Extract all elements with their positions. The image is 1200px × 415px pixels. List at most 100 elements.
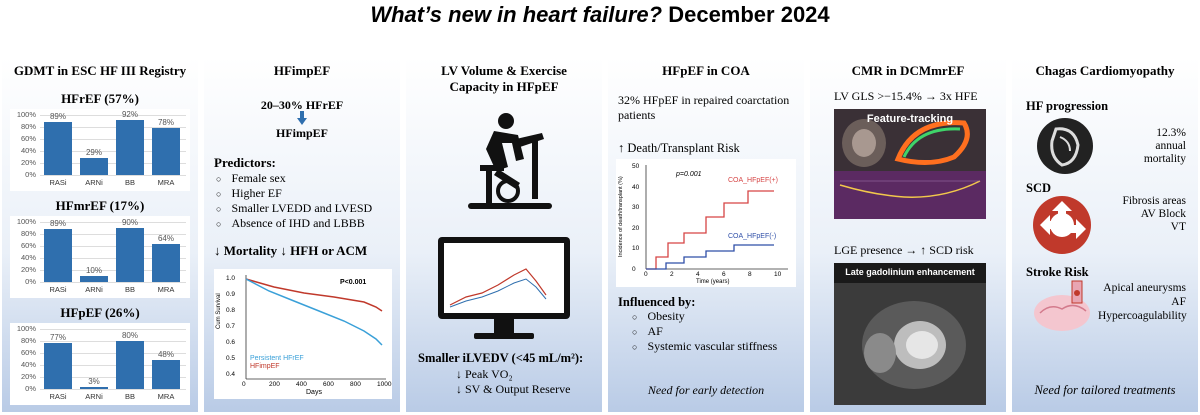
coa-intro: 32% HFpEF in repaired coarctation patien…: [618, 93, 790, 122]
gridline: [40, 258, 186, 259]
gridline: [40, 389, 186, 390]
km-legend-2: HFimpEF: [250, 363, 280, 370]
sv-reserve-text: ↓ SV & Output Reserve: [456, 382, 571, 396]
x-tick-label: 1000: [377, 381, 392, 388]
x-tick-label: ARNi: [85, 392, 103, 401]
panel-title: HFpEF in COA: [662, 63, 750, 78]
x-tick-label: 400: [296, 381, 307, 388]
km-xlabel: Days: [306, 389, 322, 396]
gridline: [40, 341, 186, 342]
bar-value-label: 10%: [85, 266, 102, 275]
mri-slice: [834, 283, 986, 405]
bar: [116, 119, 144, 175]
x-tick-label: 4: [696, 271, 700, 278]
bar: [152, 360, 180, 389]
scd-heading: SCD: [1026, 181, 1052, 195]
bar-value-label: 64%: [157, 233, 174, 243]
predictors-heading: Predictors:: [214, 155, 276, 170]
influence-list: Obesity AF Systemic vascular stiffness: [632, 309, 796, 354]
list-item: Higher EF: [216, 186, 372, 201]
bar: [44, 121, 72, 175]
bar: [116, 228, 144, 282]
gridline: [40, 329, 186, 330]
exercise-bike-icon: [446, 109, 562, 219]
progression-heading: HF progression: [1026, 99, 1109, 113]
stroke-line2: AF: [1171, 296, 1186, 308]
y-tick-label: 0.4: [226, 371, 236, 378]
bar: [44, 228, 72, 282]
monitor-icon: [436, 235, 572, 343]
bar-value-label: 48%: [157, 350, 174, 360]
y-tick-label: 0.5: [226, 355, 236, 362]
coa-xlabel: Time (years): [696, 279, 730, 285]
lge-image: Late gadolinium enhancement: [834, 263, 986, 405]
gridline: [40, 222, 186, 223]
coa-ylabel: Incidence of death/transplant (%): [618, 176, 624, 257]
page-title: What’s new in heart failure? December 20…: [0, 0, 1200, 30]
y-tick-label: 80%: [20, 336, 36, 345]
bar: [80, 157, 108, 175]
title-date: December 2024: [662, 2, 830, 27]
y-tick-label: 60%: [20, 241, 36, 250]
progression-line2: annual: [1155, 140, 1186, 152]
stroke-line3: Hypercoagulability: [1098, 310, 1187, 322]
y-tick-label: 0: [632, 265, 636, 273]
gls-text: LV GLS >−15.4% → 3x HFE: [834, 89, 978, 103]
list-item: Obesity: [632, 309, 796, 324]
x-tick-label: 8: [748, 271, 752, 278]
y-tick-label: 0.8: [226, 307, 236, 314]
gridline: [40, 377, 186, 378]
scd-line3: VT: [1170, 221, 1186, 233]
bar: [152, 128, 180, 175]
y-tick-label: 40%: [20, 253, 36, 262]
km-pvalue: P<0.001: [340, 279, 367, 286]
progression-value: 12.3%: [1156, 127, 1186, 139]
x-tick-label: 600: [323, 381, 334, 388]
panel-title: HFimpEF: [273, 63, 331, 78]
early-detection: Need for early detection: [647, 383, 765, 397]
panel-lv-volume: LV Volume & Exercise Capacity in HFpEF S…: [406, 57, 602, 412]
y-tick-label: 20: [632, 224, 640, 232]
brain-icon: [1030, 279, 1096, 335]
x-tick-label: BB: [124, 178, 135, 187]
y-tick-label: 50: [632, 163, 640, 170]
y-tick-label: 80%: [20, 122, 36, 131]
gridline: [40, 115, 186, 116]
km-legend-1: Persistent HFrEF: [250, 355, 304, 362]
y-tick-label: 100%: [16, 324, 36, 333]
stroke-heading: Stroke Risk: [1026, 265, 1089, 279]
y-tick-label: 0%: [25, 384, 36, 393]
gridline: [40, 365, 186, 366]
y-tick-label: 0.9: [226, 291, 236, 298]
x-tick-label: 800: [350, 381, 361, 388]
y-tick-label: 60%: [20, 134, 36, 143]
from-label: 20–30% HFrEF: [260, 98, 344, 112]
coa-pvalue: p=0.001: [676, 171, 702, 178]
x-tick-label: 2: [670, 271, 674, 278]
y-tick-label: 0.7: [226, 323, 236, 330]
stroke-note: Apical aneurysms AF Hypercoagulability: [1098, 281, 1187, 323]
predictor-list: Female sex Higher EF Smaller LVEDD and L…: [216, 171, 372, 231]
y-tick-label: 100%: [16, 110, 36, 119]
progression-line3: mortality: [1143, 153, 1186, 165]
gridline: [40, 353, 186, 354]
x-tick-label: 0: [644, 271, 648, 278]
progression-note: 12.3% annual mortality: [1100, 127, 1186, 166]
list-item: Female sex: [216, 171, 372, 186]
y-tick-label: 0%: [25, 170, 36, 179]
panel-title: CMR in DCMmrEF: [851, 63, 965, 78]
bar: [152, 243, 180, 282]
arrow-down-icon: [297, 111, 307, 125]
y-tick-label: 0%: [25, 277, 36, 286]
x-tick-label: MRA: [157, 392, 175, 401]
bar-value-label: 29%: [85, 147, 102, 157]
bar: [80, 276, 108, 282]
x-tick-label: RASi: [49, 392, 67, 401]
x-tick-label: MRA: [157, 178, 175, 187]
mortality-text: ↓ Mortality ↓ HFH or ACM: [214, 243, 368, 258]
chart-heading: HFpEF (26%): [60, 305, 140, 320]
bar-value-label: 80%: [121, 331, 138, 340]
y-tick-label: 40%: [20, 146, 36, 155]
km-curves: [245, 275, 386, 380]
peak-vo2-text: ↓ Peak VO₂: [456, 367, 513, 381]
